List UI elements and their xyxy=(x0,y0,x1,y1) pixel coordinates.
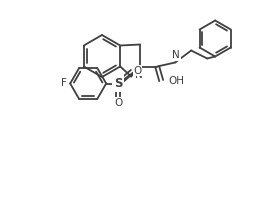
Text: OH: OH xyxy=(168,75,184,85)
Text: N: N xyxy=(172,51,180,61)
Text: N: N xyxy=(135,71,143,81)
Text: S: S xyxy=(114,77,123,90)
Text: F: F xyxy=(61,79,67,89)
Text: O: O xyxy=(133,65,141,75)
Text: O: O xyxy=(114,98,122,108)
